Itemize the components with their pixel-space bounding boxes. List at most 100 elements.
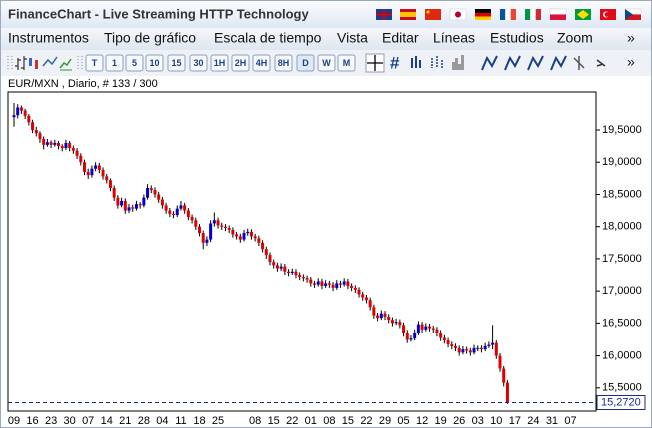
candle-body — [357, 289, 361, 295]
x-tick-label: 14 — [101, 415, 113, 427]
menu-item[interactable]: Instrumentos — [8, 30, 89, 46]
candle-body — [123, 200, 127, 211]
candle-body — [502, 368, 506, 383]
toolbar-button[interactable] — [337, 54, 356, 72]
candle-body — [483, 345, 487, 350]
toolbar-button[interactable] — [167, 54, 186, 72]
menu-item[interactable]: Tipo de gráfico — [104, 30, 196, 46]
candle-body — [290, 271, 294, 274]
toolbar-button-label[interactable]: 1H — [214, 58, 226, 68]
toolbar-button-label[interactable]: 4H — [256, 58, 268, 68]
toolbar-button-label[interactable]: W — [322, 58, 331, 68]
x-tick-label: 08 — [323, 415, 335, 427]
candle-body — [305, 278, 309, 280]
x-tick-label: 18 — [193, 415, 205, 427]
menu-item[interactable]: Estudios — [490, 30, 544, 46]
candle-body — [379, 313, 383, 319]
toolbar-button[interactable] — [145, 54, 164, 72]
candle-body — [19, 107, 23, 111]
y-tick-label: 18,0000 — [602, 221, 642, 233]
toolbar-button-label[interactable]: 15 — [171, 58, 181, 68]
toolbar-button-label[interactable]: D — [302, 58, 309, 68]
x-tick-label: 16 — [26, 415, 38, 427]
toolbar-button[interactable] — [231, 54, 250, 72]
menu-bar — [0, 28, 652, 50]
candle-body — [49, 142, 53, 145]
candle-body — [409, 338, 413, 340]
toolbar-button[interactable] — [125, 54, 144, 72]
candle-body — [387, 316, 391, 321]
candle-body — [227, 227, 231, 230]
candle-body — [416, 324, 420, 334]
candle-body — [453, 345, 457, 348]
candle-body — [428, 326, 432, 329]
candle-body — [346, 281, 350, 286]
toolbar-button-label[interactable]: T — [92, 58, 98, 68]
candle-body — [116, 197, 120, 206]
candle-body — [324, 283, 328, 286]
toolbar-button[interactable] — [85, 54, 104, 72]
candle-body — [64, 142, 68, 149]
candle-body — [372, 307, 376, 316]
candle-body — [101, 169, 105, 177]
menu-item[interactable]: Editar — [382, 30, 419, 46]
x-tick-label: 07 — [82, 415, 94, 427]
toolbar-button-label[interactable]: 8H — [278, 58, 290, 68]
menu-item[interactable]: Escala de tiempo — [214, 30, 322, 46]
candle-body — [442, 337, 446, 341]
last-price-box — [596, 394, 646, 410]
toolbar-button-label[interactable]: 1 — [112, 58, 117, 68]
toolbar-button-label[interactable]: M — [343, 58, 351, 68]
candle-body — [68, 142, 72, 149]
candle-body — [238, 236, 242, 240]
x-tick-label: 04 — [156, 415, 168, 427]
candle-body — [353, 287, 357, 290]
x-tick-label: 29 — [379, 415, 391, 427]
toolbar-button[interactable] — [317, 54, 336, 72]
toolbar-button-label[interactable]: 30 — [193, 58, 203, 68]
candle-body — [257, 238, 261, 243]
y-tick-label: 17,5000 — [602, 253, 642, 265]
menu-item[interactable]: Vista — [337, 30, 368, 46]
toolbar-more[interactable]: » — [627, 54, 635, 70]
x-tick-label: 07 — [564, 415, 576, 427]
toolbar-button[interactable] — [189, 54, 208, 72]
toolbar-button[interactable] — [105, 54, 124, 72]
candle-body — [134, 204, 138, 209]
candle-body — [476, 347, 480, 349]
menu-item[interactable]: » — [627, 30, 635, 46]
toolbar-button[interactable] — [210, 54, 229, 72]
menu-item[interactable]: Zoom — [557, 30, 593, 46]
flags[interactable] — [376, 8, 642, 21]
toolbar-icons[interactable]: # — [7, 53, 606, 73]
candle-body — [220, 225, 224, 227]
candle-body — [71, 148, 75, 151]
toolbar-button[interactable] — [252, 54, 271, 72]
toolbar-button-label[interactable]: 2H — [235, 58, 247, 68]
candle-body — [283, 266, 287, 272]
toolbar-button[interactable] — [296, 54, 315, 72]
candle-body — [138, 204, 142, 206]
y-tick-label: 15,5000 — [602, 382, 642, 394]
candle-body — [294, 271, 298, 276]
candle-body — [86, 171, 90, 176]
candle-body — [272, 262, 276, 266]
chart: 15,5000 16,0000 16,5000 17,0000 17,5000 18,00… — [8, 102, 646, 427]
candle-body — [309, 279, 313, 284]
x-tick-label: 30 — [64, 415, 76, 427]
toolbar-button-label[interactable]: 5 — [132, 58, 137, 68]
candle-body — [198, 226, 201, 234]
candle-body — [450, 343, 454, 346]
candle-body — [253, 236, 257, 239]
x-tick-label: 19 — [435, 415, 447, 427]
candle-body — [327, 283, 331, 285]
toolbar-button[interactable] — [274, 54, 293, 72]
x-tick-label: 01 — [305, 415, 317, 427]
candle-body — [146, 188, 150, 198]
candle-body — [105, 176, 109, 181]
menu-item[interactable]: Líneas — [433, 30, 475, 46]
candle-body — [108, 180, 112, 189]
toolbar-button-label[interactable]: 10 — [149, 58, 159, 68]
candle-body — [149, 188, 153, 190]
candle-body — [246, 231, 250, 234]
